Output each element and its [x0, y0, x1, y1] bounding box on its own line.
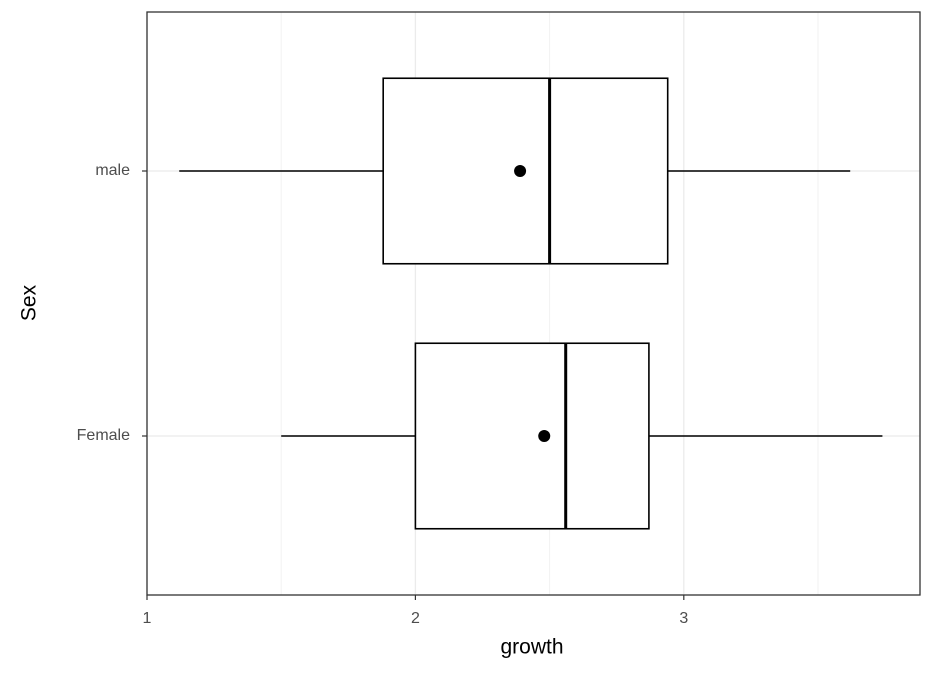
- x-axis-title: growth: [500, 636, 563, 659]
- panel-border: [146, 11, 921, 596]
- x-tick-label: 2: [411, 610, 420, 627]
- x-tick-label: 3: [679, 610, 688, 627]
- y-tick-label: Female: [77, 427, 130, 444]
- box: [414, 342, 650, 530]
- mean-point: [538, 430, 551, 442]
- x-tick-label: 1: [143, 610, 152, 627]
- mean-point: [514, 165, 527, 177]
- y-tick-label: male: [95, 162, 130, 179]
- y-axis-title: Sex: [18, 284, 41, 321]
